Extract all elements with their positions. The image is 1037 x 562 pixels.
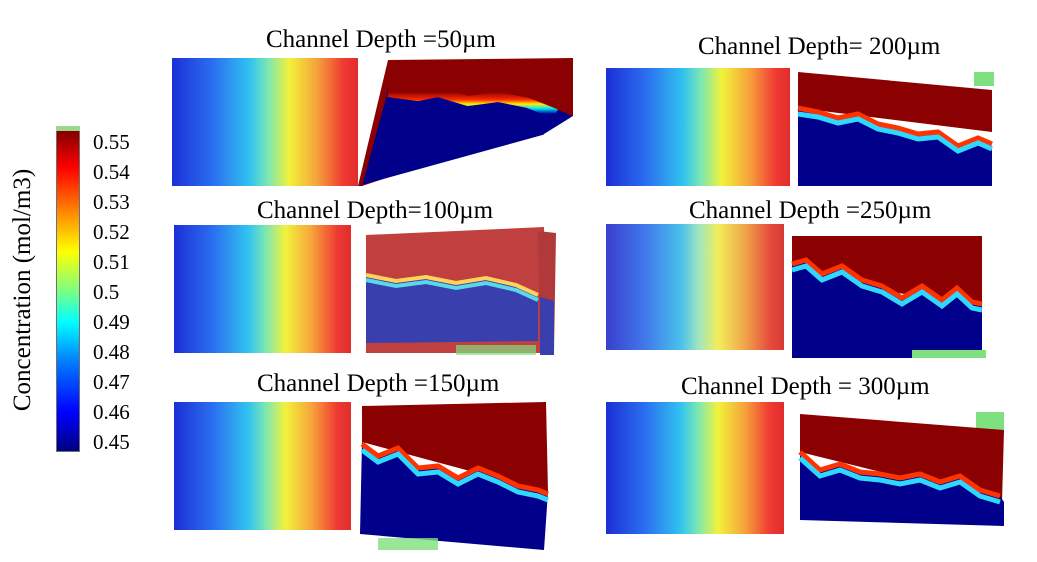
colorbar-tick: 0.48 — [93, 340, 130, 364]
panel-title-200: Channel Depth= 200µm — [698, 33, 941, 60]
colorbar-tick: 0.53 — [93, 190, 130, 214]
colorbar-tick: 0.54 — [93, 160, 130, 184]
linear-gradient-panel-300 — [606, 402, 784, 534]
panel-title-150: Channel Depth =150µm — [257, 370, 500, 397]
colorbar-gradient — [56, 126, 80, 452]
cross-section-panel-50 — [358, 58, 573, 186]
colorbar-tick: 0.45 — [93, 430, 130, 454]
colorbar-tick: 0.52 — [93, 220, 130, 244]
colorbar-tick: 0.47 — [93, 370, 130, 394]
colorbar-tick: 0.46 — [93, 400, 130, 424]
panel-title-250: Channel Depth =250µm — [689, 197, 932, 224]
cross-section-panel-250 — [791, 236, 986, 358]
cross-section-panel-150 — [360, 402, 549, 550]
linear-gradient-panel-150 — [174, 402, 351, 530]
linear-gradient-panel-100 — [174, 225, 351, 353]
cross-section-panel-300 — [798, 412, 1004, 526]
colorbar-tick: 0.51 — [93, 250, 130, 274]
linear-gradient-panel-200 — [606, 68, 790, 186]
panel-title-50: Channel Depth =50µm — [266, 26, 496, 53]
panel-title-100: Channel Depth=100µm — [257, 197, 494, 224]
colorbar-tick: 0.49 — [93, 310, 130, 334]
linear-gradient-panel-50 — [172, 58, 358, 186]
colorbar-tick: 0.55 — [93, 130, 130, 154]
colorbar-tick: 0.5 — [93, 280, 120, 304]
colorbar-label: Concentration (mol/m3) — [9, 168, 36, 412]
linear-gradient-panel-250 — [606, 224, 784, 350]
cross-section-panel-100 — [365, 227, 556, 355]
panel-title-300: Channel Depth = 300µm — [681, 373, 930, 400]
cross-section-panel-200 — [797, 72, 994, 186]
